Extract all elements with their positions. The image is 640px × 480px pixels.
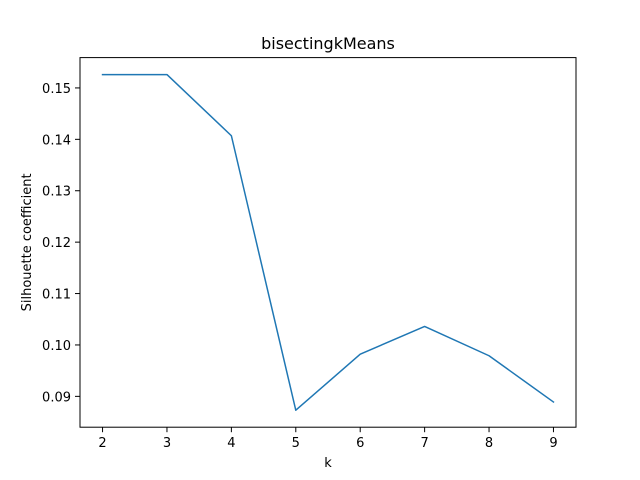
x-tick-label: 2: [98, 436, 106, 451]
y-tick-label: 0.10: [42, 339, 71, 354]
x-tick-label: 7: [420, 436, 428, 451]
y-tick-label: 0.09: [42, 390, 71, 405]
y-tick-label: 0.14: [42, 133, 71, 148]
chart-title: bisectingkMeans: [261, 34, 395, 53]
y-tick-label: 0.11: [42, 288, 71, 303]
y-tick-label: 0.13: [42, 185, 71, 200]
y-axis: 0.09 0.10 0.11 0.12 0.13 0.14 0.15: [42, 82, 80, 405]
x-axis-label: k: [324, 456, 332, 471]
x-tick-label: 3: [163, 436, 171, 451]
x-tick-label: 9: [549, 436, 557, 451]
x-tick-label: 4: [227, 436, 235, 451]
x-axis: 2 3 4 5 6 7 8 9: [98, 427, 558, 451]
y-tick-label: 0.15: [42, 82, 71, 97]
series-line-0: [101, 73, 555, 411]
x-tick-label: 8: [485, 436, 493, 451]
x-tick-label: 5: [292, 436, 300, 451]
plot-frame: [79, 57, 577, 428]
y-axis-label: Silhouette coefficient: [20, 173, 35, 311]
y-tick-label: 0.12: [42, 236, 71, 251]
x-tick-label: 6: [356, 436, 364, 451]
plot-area: [101, 73, 555, 411]
